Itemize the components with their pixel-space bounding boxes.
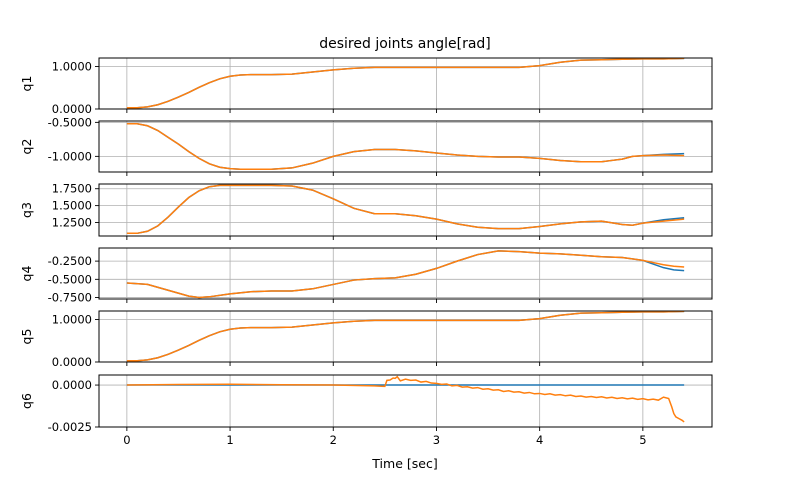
subplot-q3: 1.2500 1.5000 1.7500 q3 (19, 182, 713, 240)
series-line-1 (126, 184, 685, 235)
axes-frame (98, 374, 713, 428)
y-axis-label: q1 (19, 76, 34, 92)
x-tick-label: 4 (536, 433, 543, 447)
axes-frame (98, 310, 713, 363)
x-tick-label: 0 (123, 433, 130, 447)
series-line-1 (126, 58, 685, 109)
x-tick-label: 3 (433, 433, 440, 447)
axes-frame (98, 57, 713, 110)
subplot-q5: 0.0000 1.0000 q5 (19, 310, 713, 369)
series-line-1 (126, 250, 685, 299)
series-line-2 (126, 311, 685, 362)
axes-frame (98, 247, 713, 300)
y-tick-label: 1.0000 (52, 60, 92, 74)
series-line-1 (126, 311, 685, 362)
subplot-q1: 0.0000 1.0000 q1 (19, 57, 713, 116)
x-axis-label: Time [sec] (371, 456, 437, 471)
y-tick-label: -0.0025 (48, 420, 92, 434)
y-tick-label: -1.0000 (48, 149, 92, 163)
y-tick-label: -0.5000 (48, 272, 92, 286)
y-axis-label: q5 (19, 329, 34, 345)
y-tick-label: 1.5000 (52, 199, 92, 213)
y-tick-label: -0.7500 (48, 291, 92, 305)
series-line-2 (126, 184, 685, 235)
y-tick-label: 1.7500 (52, 182, 92, 196)
subplot-q4: -0.7500 -0.5000 -0.2500 q4 (19, 247, 713, 305)
y-tick-label: 0.0000 (52, 102, 92, 116)
subplot-q2: -1.0000 -0.5000 q2 (19, 115, 713, 176)
y-axis-label: q2 (19, 139, 34, 155)
subplots: 0.0000 1.0000 q1 -1.0000 -0.5000 q2 1.2500 1.50… (19, 57, 713, 447)
x-tick-label: 5 (639, 433, 646, 447)
x-tick-label: 1 (226, 433, 233, 447)
y-tick-label: 0.0000 (52, 378, 92, 392)
axes-frame (98, 183, 713, 237)
series-line-2 (126, 250, 685, 299)
y-tick-label: -0.2500 (48, 254, 92, 268)
y-tick-label: -0.5000 (48, 115, 92, 129)
y-axis-label: q6 (19, 393, 34, 409)
y-axis-label: q4 (19, 266, 34, 282)
axes-frame (98, 120, 713, 173)
subplot-q6: 0 1 2 3 4 5 -0.0025 0.0000 q6 (19, 374, 713, 447)
chart-title: desired joints angle[rad] (319, 36, 491, 52)
y-tick-label: 1.0000 (52, 313, 92, 327)
y-tick-label: 0.0000 (52, 355, 92, 369)
series-line-2 (126, 122, 685, 171)
series-line-2 (126, 58, 685, 109)
series-line-2 (126, 375, 685, 423)
x-tick-label: 2 (330, 433, 337, 447)
y-axis-label: q3 (19, 202, 34, 218)
y-tick-label: 1.2500 (52, 215, 92, 229)
